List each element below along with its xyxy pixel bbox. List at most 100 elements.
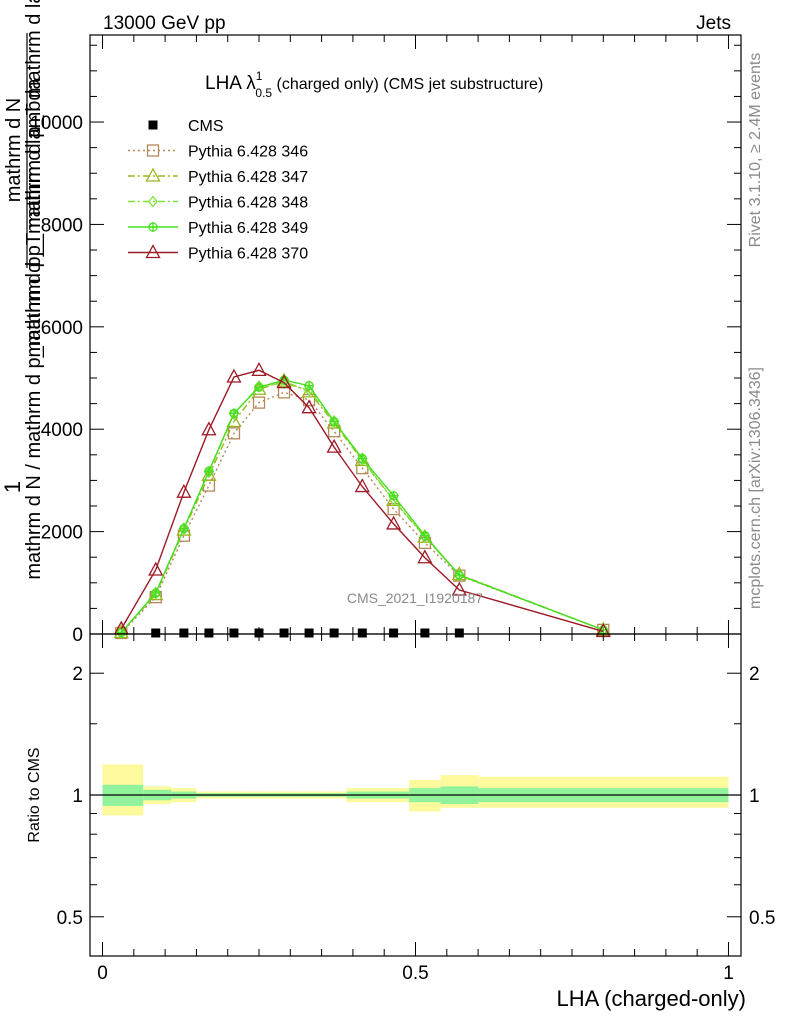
data-point xyxy=(454,570,465,581)
data-point xyxy=(454,628,464,638)
legend-entry: CMS xyxy=(148,118,224,135)
ratio-bands xyxy=(102,764,729,816)
data-point xyxy=(417,549,433,564)
legend-entry: Pythia 6.428 348 xyxy=(128,195,308,212)
series-pythia-6-428-349 xyxy=(116,375,609,638)
ratio-ylabel: Ratio to CMS xyxy=(26,747,43,842)
legend-marker xyxy=(146,144,160,157)
mcplots-label: mcplots.cern.ch [arXiv:1306.3436] xyxy=(747,367,764,609)
data-point xyxy=(148,561,164,576)
data-point xyxy=(251,361,267,376)
data-point xyxy=(354,478,370,493)
series-line xyxy=(120,379,604,633)
header-right: Jets xyxy=(696,13,731,34)
ratio-panel-frame xyxy=(89,633,742,957)
data-point xyxy=(229,628,239,638)
data-point xyxy=(326,438,342,453)
main-panel-ticks: 0 2000 4000 6000 8000 10000 xyxy=(30,35,741,646)
y-tick-label: 8000 xyxy=(41,215,83,236)
data-point xyxy=(301,399,317,414)
legend-entry: Pythia 6.428 346 xyxy=(128,144,308,161)
data-point xyxy=(151,628,161,638)
header-left: 13000 GeV pp xyxy=(103,13,226,34)
data-point xyxy=(277,386,291,399)
x-tick-label: 1 xyxy=(723,963,734,984)
ylabel-numer-one: 1 xyxy=(0,481,25,493)
data-point xyxy=(254,382,265,393)
ratio-y-tick-label: 0.5 xyxy=(57,908,83,929)
series-pythia-6-428-370 xyxy=(113,361,611,638)
data-point xyxy=(329,416,340,427)
ratio-y-tick-label-right: 2 xyxy=(749,664,760,685)
data-point xyxy=(304,380,315,391)
y-tick-label: 6000 xyxy=(41,318,83,339)
data-point xyxy=(420,628,430,638)
ylabel-frac-bottom: mathrm d p_T mathrm d p_T mathrm d lambd… xyxy=(23,0,45,357)
y-tick-label: 0 xyxy=(72,625,83,646)
x-tick-label: 0.5 xyxy=(402,963,428,984)
data-point xyxy=(201,421,217,436)
data-point xyxy=(204,628,214,638)
data-point xyxy=(150,587,161,600)
data-point xyxy=(203,466,214,477)
xlabel: LHA (charged-only) xyxy=(556,986,746,1011)
plot-title: LHA λ1 0.5 (charged only) (CMS jet substr… xyxy=(205,69,543,100)
data-point xyxy=(228,408,239,419)
legend-marker xyxy=(145,244,161,259)
y-tick-label: 2000 xyxy=(41,523,83,544)
data-point xyxy=(387,502,400,516)
legend-entry: Pythia 6.428 370 xyxy=(128,244,308,263)
rivet-label: Rivet 3.1.10, ≥ 2.4M events xyxy=(747,53,764,248)
y-tick-label: 4000 xyxy=(41,420,83,441)
legend-label: CMS xyxy=(188,118,224,135)
legend-marker xyxy=(145,167,161,182)
data-point xyxy=(389,628,399,638)
ratio-y-tick-label-right: 1 xyxy=(749,786,760,807)
legend-marker xyxy=(148,222,158,232)
data-point xyxy=(150,588,161,599)
data-point xyxy=(279,628,289,638)
data-point xyxy=(419,530,430,541)
legend-marker xyxy=(148,195,158,208)
legend-label: Pythia 6.428 370 xyxy=(188,246,308,263)
data-point xyxy=(116,627,127,638)
legend: CMS Pythia 6.428 346 Pythia 6.428 347 Pythi… xyxy=(128,118,308,263)
data-point xyxy=(329,628,339,638)
data-point xyxy=(388,490,399,501)
watermark: CMS_2021_I1920187 xyxy=(347,590,483,606)
legend-marker xyxy=(148,120,158,130)
ylabel-frac-top: mathrm d N xyxy=(3,98,25,202)
ratio-y-tick-label: 2 xyxy=(72,664,83,685)
data-point xyxy=(179,628,189,638)
legend-entry: Pythia 6.428 347 xyxy=(128,167,308,186)
data-point xyxy=(304,628,314,638)
data-point xyxy=(252,396,266,409)
series-cms xyxy=(151,628,464,638)
series-line xyxy=(120,369,604,633)
data-point xyxy=(229,407,239,420)
data-point xyxy=(451,581,467,596)
data-point xyxy=(276,374,292,389)
data-point xyxy=(176,483,192,498)
data-point xyxy=(251,380,267,395)
x-tick-label: 0 xyxy=(97,963,108,984)
legend-label: Pythia 6.428 349 xyxy=(188,220,308,237)
data-point xyxy=(357,628,367,638)
series-line xyxy=(120,382,604,633)
y-tick-label: 10000 xyxy=(30,113,83,134)
data-point xyxy=(357,453,368,464)
data-point xyxy=(178,523,189,534)
ratio-panel-ticks: 0.5 0.5 1 1 2 2 0 0.5 1 xyxy=(57,634,775,984)
ratio-y-tick-label: 1 xyxy=(72,786,83,807)
legend-entry: Pythia 6.428 349 xyxy=(128,220,308,237)
ylabel-denom: mathrm d N / mathrm d p_mathrm d p_mathr… xyxy=(23,77,45,579)
data-point xyxy=(226,368,242,383)
data-point xyxy=(254,628,264,638)
legend-label: Pythia 6.428 346 xyxy=(188,144,308,161)
data-point xyxy=(386,515,402,530)
ratio-y-tick-label-right: 0.5 xyxy=(749,908,775,929)
legend-label: Pythia 6.428 347 xyxy=(188,169,308,186)
legend-label: Pythia 6.428 348 xyxy=(188,195,308,212)
main-panel-series xyxy=(113,361,611,640)
